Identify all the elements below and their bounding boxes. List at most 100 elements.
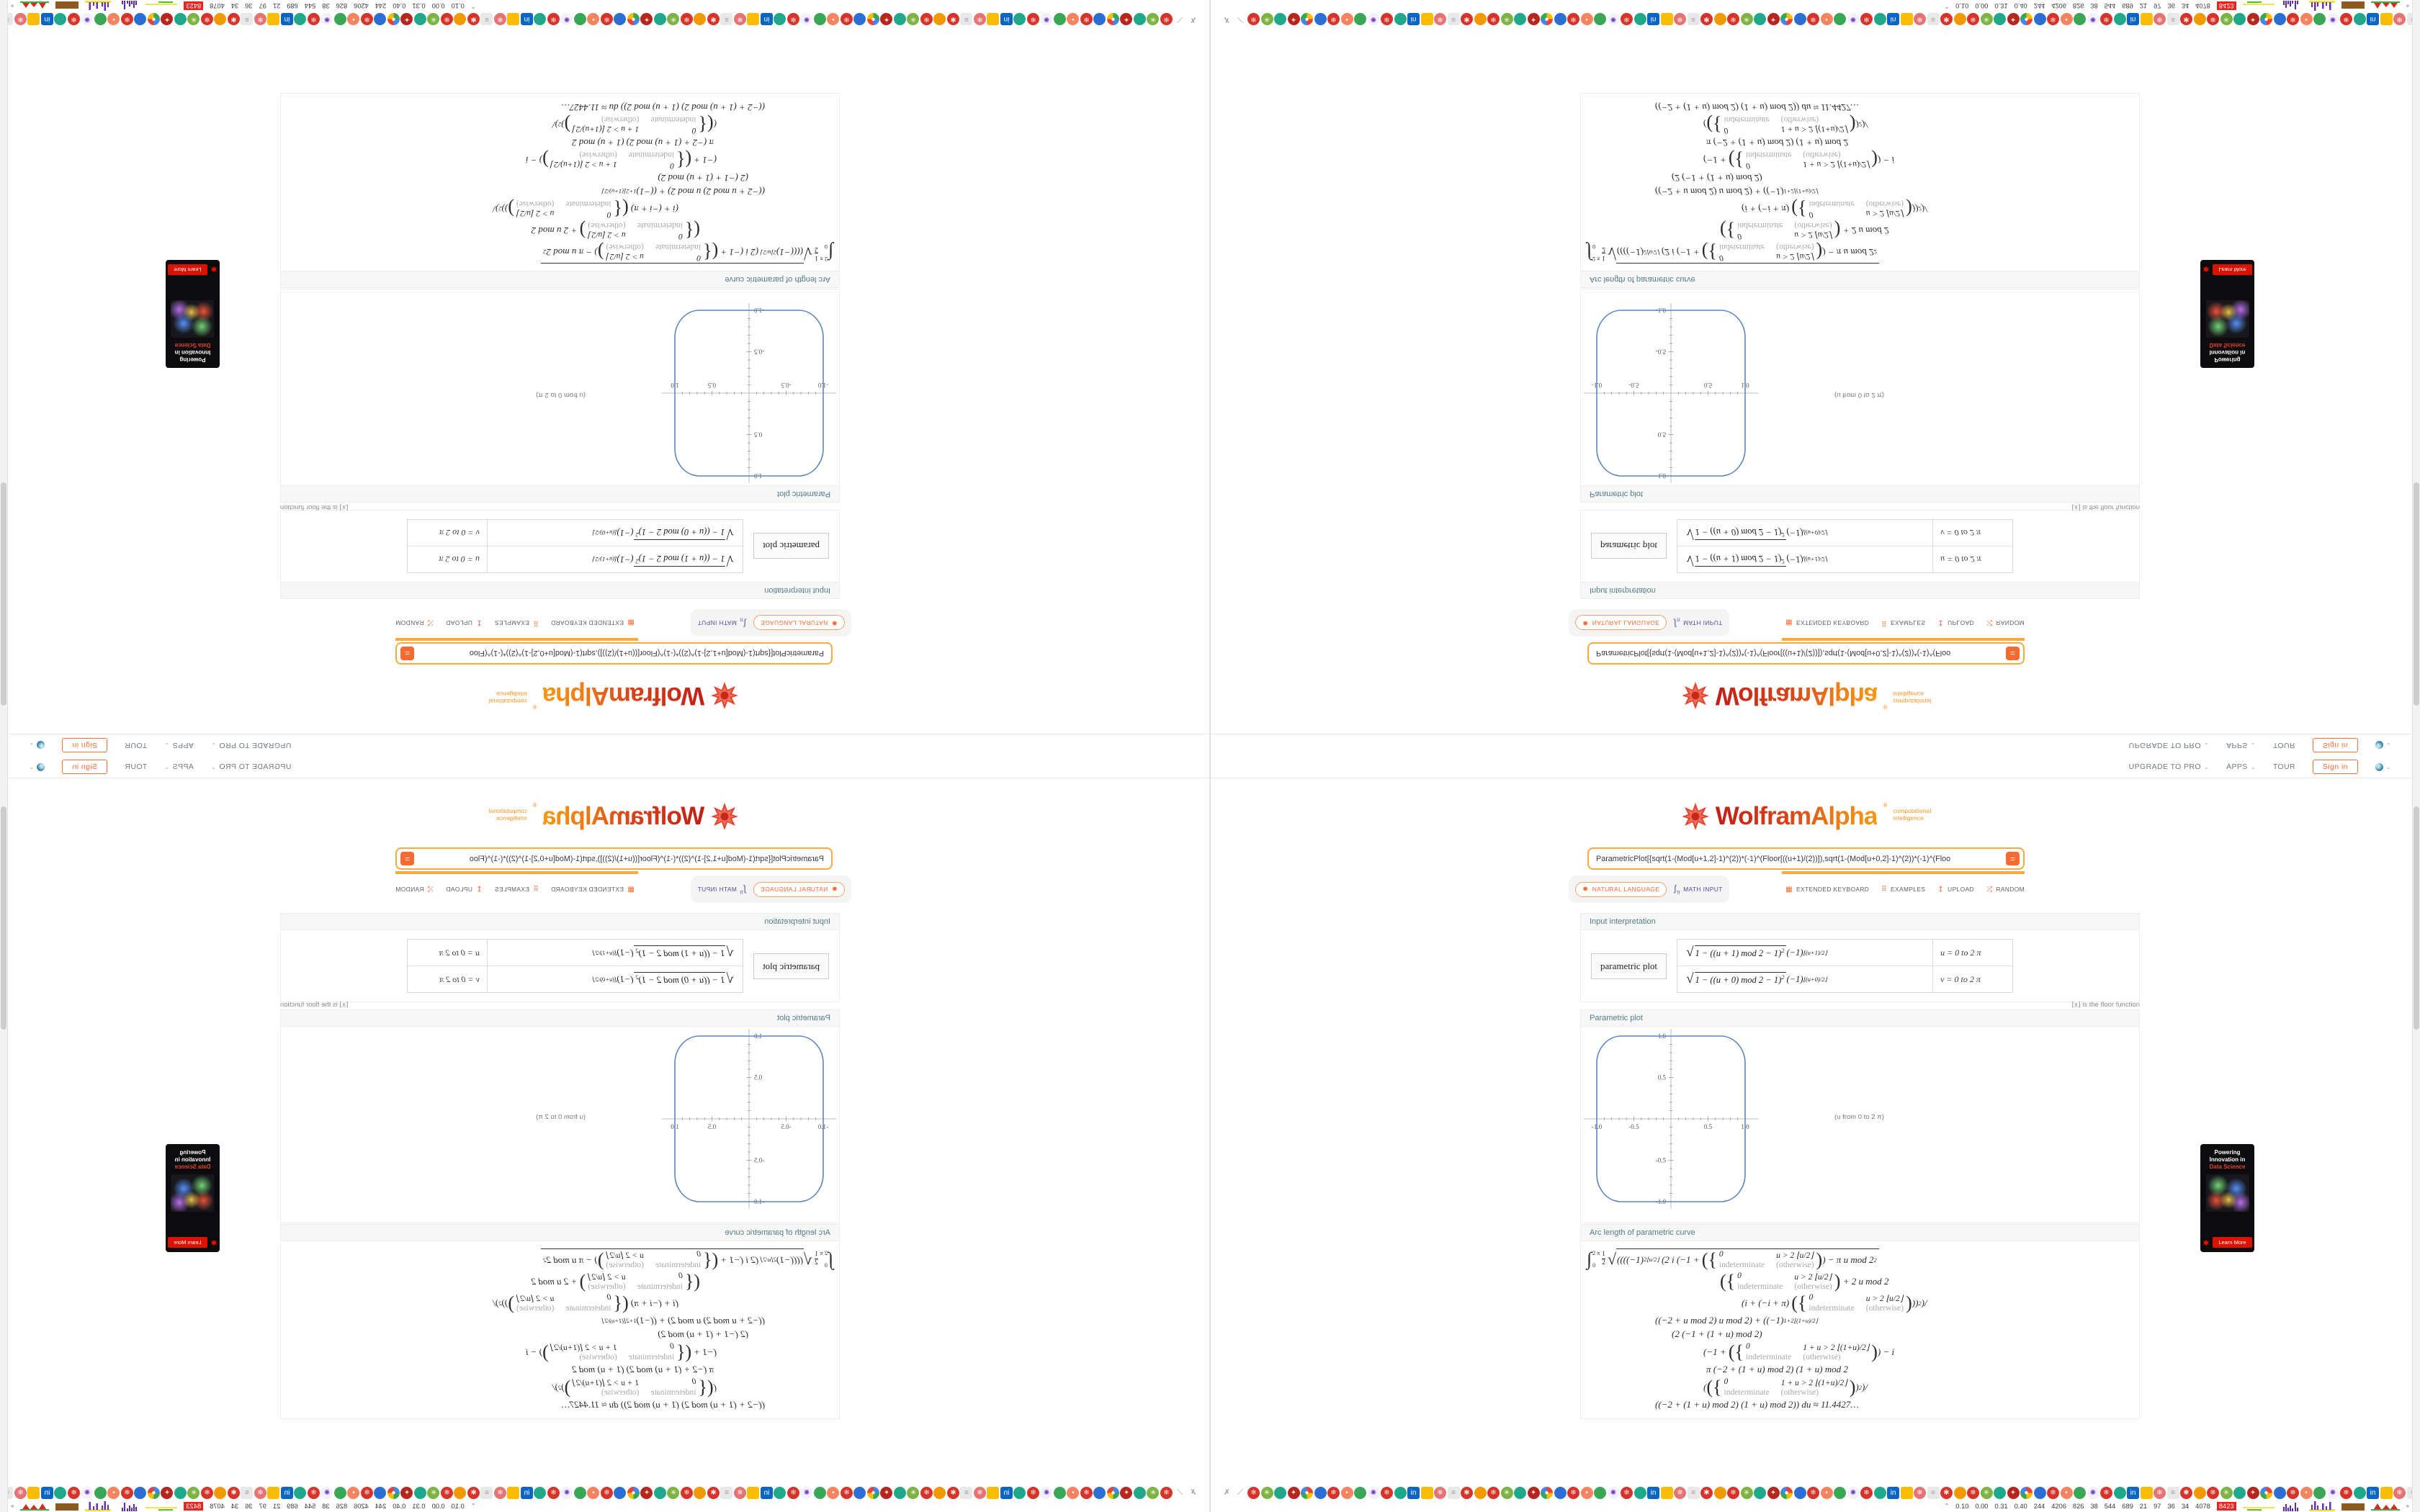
linkedin-icon[interactable]: in bbox=[1407, 1487, 1420, 1499]
ornament-red-icon[interactable]: ❄ bbox=[601, 13, 613, 25]
circle-green-icon[interactable] bbox=[1834, 1487, 1846, 1499]
ornament-red-icon[interactable]: ❄ bbox=[681, 1487, 693, 1499]
ornament-red-icon[interactable]: ❄ bbox=[1247, 13, 1260, 25]
collapse-chevron-icon[interactable]: ⌃ bbox=[1944, 3, 1950, 9]
circle-green-icon[interactable] bbox=[2313, 1487, 2326, 1499]
fireworks-purple-icon[interactable]: ✺ bbox=[2326, 1487, 2339, 1499]
chrome-icon[interactable]: ● bbox=[1780, 13, 1793, 25]
circle-blue-icon[interactable] bbox=[1793, 1487, 1806, 1499]
linkedin-icon[interactable]: in bbox=[521, 13, 533, 25]
ornament-pink-icon[interactable]: ❄ bbox=[494, 13, 506, 25]
random-button[interactable]: ⤮ RANDOM bbox=[395, 618, 434, 627]
ornament-crimson-icon[interactable]: ✦ bbox=[2246, 1487, 2259, 1499]
folder-yellow-icon[interactable] bbox=[747, 1487, 760, 1499]
fireworks-purple-icon[interactable]: ✺ bbox=[81, 1487, 94, 1499]
fireworks-purple-icon[interactable]: ✺ bbox=[2326, 13, 2339, 25]
linkedin-icon[interactable]: in bbox=[1887, 1487, 1899, 1499]
ball-lime-icon[interactable]: ✳ bbox=[667, 13, 680, 25]
learn-more-button[interactable]: Learn More bbox=[168, 264, 207, 275]
fireworks-purple-icon[interactable]: ✺ bbox=[1367, 1487, 1380, 1499]
folder-yellow-icon[interactable] bbox=[1660, 1487, 1673, 1499]
doc-grey-icon[interactable]: ≡ bbox=[960, 13, 973, 25]
circle-teal-icon[interactable] bbox=[54, 1487, 67, 1499]
circle-teal-icon[interactable] bbox=[534, 1487, 547, 1499]
wolframalpha-logo[interactable]: WolframAlpha ® computational intelligence. bbox=[352, 802, 876, 831]
ornament-red-icon[interactable]: ❄ bbox=[441, 13, 453, 25]
fireworks-purple-icon[interactable]: ✺ bbox=[1847, 1487, 1860, 1499]
compute-equals-button[interactable]: = bbox=[2006, 852, 2020, 865]
ornament-red-icon[interactable]: ❄ bbox=[1381, 13, 1393, 25]
ornament-red-icon[interactable]: ❄ bbox=[308, 13, 320, 25]
tour-link[interactable]: TOUR bbox=[125, 741, 148, 750]
doc-grey-icon[interactable]: ≡ bbox=[960, 1487, 973, 1499]
circle-green-icon[interactable] bbox=[1054, 13, 1066, 25]
doc-grey-icon[interactable]: ≡ bbox=[2166, 1487, 2179, 1499]
ornament-crimson-icon[interactable]: ✦ bbox=[1767, 1487, 1780, 1499]
natural-language-tab[interactable]: ✸ NATURAL LANGUAGE bbox=[1575, 881, 1667, 897]
ball-coral-icon[interactable]: • bbox=[1580, 1487, 1593, 1499]
circle-blue-icon[interactable] bbox=[614, 13, 627, 25]
ornament-red-icon[interactable]: ✱ bbox=[228, 1487, 240, 1499]
chrome-icon[interactable]: ● bbox=[148, 1487, 160, 1499]
upgrade-to-pro-menu[interactable]: UPGRADE TO PRO ⌄ bbox=[2128, 762, 2210, 771]
fireworks-purple-icon[interactable]: ✺ bbox=[321, 13, 333, 25]
circle-teal-icon[interactable] bbox=[1274, 1487, 1286, 1499]
ball-coral-icon[interactable]: • bbox=[107, 13, 120, 25]
ornament-red-icon[interactable]: ❄ bbox=[1327, 13, 1340, 25]
ornament-crimson-icon[interactable]: ✦ bbox=[1527, 13, 1540, 25]
ornament-red-icon[interactable]: ❄ bbox=[1160, 13, 1173, 25]
circle-orange-icon[interactable] bbox=[454, 1487, 467, 1499]
upgrade-to-pro-menu[interactable]: UPGRADE TO PRO ⌄ bbox=[210, 741, 292, 750]
ball-coral-icon[interactable]: • bbox=[827, 13, 840, 25]
folder-yellow-icon[interactable] bbox=[1900, 1487, 1913, 1499]
ornament-red-icon[interactable]: ❄ bbox=[1567, 13, 1579, 25]
ball-lime-icon[interactable]: ✳ bbox=[1147, 13, 1160, 25]
toolbar-glyph-icon[interactable]: ⟋ bbox=[1237, 1488, 1243, 1497]
ball-lime-icon[interactable]: ✳ bbox=[1740, 13, 1753, 25]
circle-teal-icon[interactable] bbox=[414, 13, 426, 25]
ornament-crimson-icon[interactable]: ✦ bbox=[2007, 13, 2020, 25]
ball-coral-icon[interactable]: • bbox=[827, 1487, 840, 1499]
ornament-red-icon[interactable]: ✱ bbox=[1700, 1487, 1713, 1499]
folder-yellow-icon[interactable] bbox=[987, 13, 1000, 25]
ornament-red-icon[interactable]: ✱ bbox=[1461, 1487, 1473, 1499]
upload-button[interactable]: ↥ UPLOAD bbox=[446, 618, 483, 627]
ornament-red-icon[interactable]: ❄ bbox=[1080, 1487, 1093, 1499]
ornament-red-icon[interactable]: ❄ bbox=[2287, 13, 2299, 25]
ornament-crimson-icon[interactable]: ✦ bbox=[2246, 13, 2259, 25]
circle-teal-icon[interactable] bbox=[1873, 1487, 1886, 1499]
circle-orange-icon[interactable] bbox=[1953, 13, 1966, 25]
fireworks-purple-icon[interactable]: ✺ bbox=[1040, 13, 1053, 25]
apps-menu[interactable]: APPS ⌄ bbox=[164, 762, 194, 771]
ornament-red-icon[interactable]: ❄ bbox=[1487, 1487, 1500, 1499]
ornament-pink-icon[interactable]: ❄ bbox=[14, 13, 27, 25]
chrome-icon[interactable]: ● bbox=[2020, 13, 2033, 25]
circle-teal-icon[interactable] bbox=[2113, 13, 2126, 25]
scrollbar-track[interactable] bbox=[2412, 756, 2420, 1512]
chrome-icon[interactable]: ● bbox=[387, 13, 400, 25]
ball-lime-icon[interactable]: ✳ bbox=[1980, 1487, 1993, 1499]
toolbar-glyph-icon[interactable]: ✗ bbox=[1189, 15, 1197, 24]
doc-grey-icon[interactable]: ≡ bbox=[720, 1487, 733, 1499]
math-input-tab[interactable]: ∫π MATH INPUT bbox=[697, 883, 746, 896]
ornament-pink-icon[interactable]: ❄ bbox=[2154, 13, 2166, 25]
ornament-red-icon[interactable]: ✱ bbox=[1461, 13, 1473, 25]
circle-teal-icon[interactable] bbox=[1394, 13, 1407, 25]
ornament-crimson-icon[interactable]: ✦ bbox=[400, 1487, 413, 1499]
ball-coral-icon[interactable]: • bbox=[1820, 1487, 1833, 1499]
scrollbar-thumb[interactable] bbox=[1, 806, 6, 1030]
ornament-red-icon[interactable]: ❄ bbox=[1860, 13, 1873, 25]
circle-teal-icon[interactable] bbox=[1634, 1487, 1646, 1499]
ball-coral-icon[interactable]: • bbox=[107, 1487, 120, 1499]
ornament-red-icon[interactable]: ❄ bbox=[201, 13, 213, 25]
sign-in-button[interactable]: Sign in bbox=[62, 760, 108, 774]
circle-blue-icon[interactable] bbox=[134, 1487, 147, 1499]
ornament-crimson-icon[interactable]: ✦ bbox=[880, 13, 893, 25]
ball-lime-icon[interactable]: ✳ bbox=[187, 1487, 200, 1499]
circle-teal-icon[interactable] bbox=[1134, 1487, 1146, 1499]
examples-button[interactable]: ⠿ EXAMPLES bbox=[494, 618, 539, 627]
apps-menu[interactable]: APPS ⌄ bbox=[2226, 741, 2256, 750]
query-input[interactable]: ParametricPlot[{sqrt(1-(Mod[u+1,2]-1)^(2… bbox=[395, 847, 833, 870]
circle-teal-icon[interactable] bbox=[534, 13, 547, 25]
extended-keyboard-button[interactable]: ▦ EXTENDED KEYBOARD bbox=[1785, 618, 1870, 627]
